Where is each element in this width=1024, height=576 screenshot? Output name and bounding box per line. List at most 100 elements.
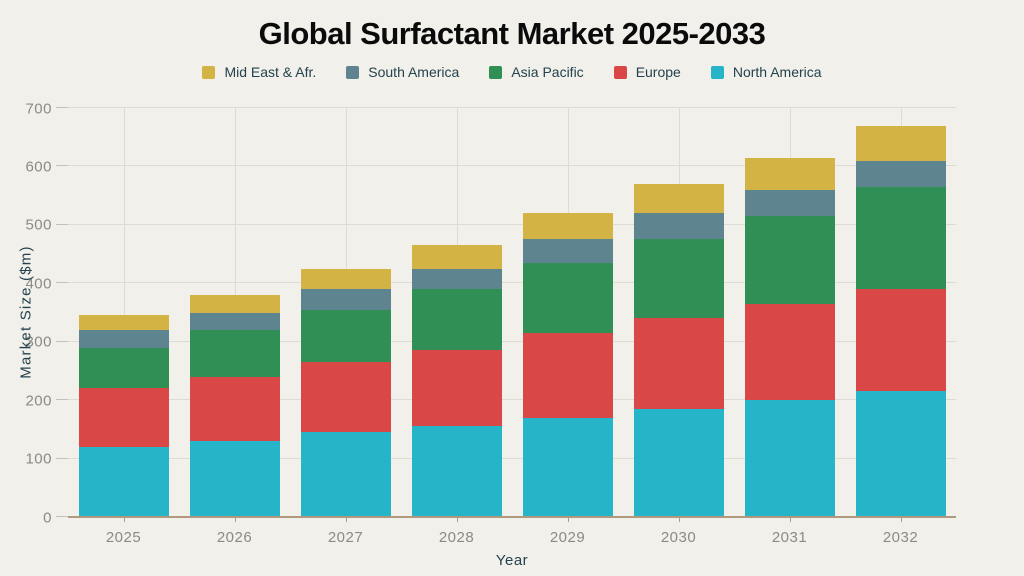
legend-swatch-asia-pacific: [489, 65, 503, 79]
x-tick-label-2032: 2032: [882, 529, 919, 546]
bar-column-2031: [734, 108, 845, 517]
y-tick-label-0: 0: [43, 509, 52, 526]
gridline-h-200: [68, 399, 956, 401]
bar-segment-asia-pacific-2026: [189, 330, 280, 377]
bar-column-2027: [290, 108, 401, 517]
bar-segment-south-america-2032: [855, 160, 946, 187]
x-axis-title: Year: [495, 552, 529, 569]
bar-segment-north-america-2032: [855, 391, 946, 517]
bar-segment-south-america-2027: [300, 289, 391, 310]
bar-column-2028: [401, 108, 512, 517]
bar-segment-asia-pacific-2028: [411, 289, 502, 351]
bar-column-2025: [68, 108, 179, 517]
bar-segment-south-america-2025: [78, 330, 169, 348]
bar-segment-north-america-2030: [633, 408, 724, 517]
bar-column-2026: [179, 108, 290, 517]
bar-segment-south-america-2028: [411, 268, 502, 290]
y-tick-label-200: 200: [25, 392, 52, 410]
bar-segment-mid-east-afr-2029: [522, 213, 613, 240]
bar-segment-mid-east-afr-2032: [855, 125, 946, 161]
x-tick-mark-2027: [345, 517, 347, 522]
legend-item-south-america: South America: [346, 64, 459, 80]
bar-segment-asia-pacific-2027: [300, 309, 391, 363]
y-tick-label-400: 400: [25, 275, 52, 293]
legend-swatch-south-america: [346, 65, 360, 79]
y-tick-label-500: 500: [25, 216, 52, 234]
legend-label-north-america: North America: [732, 64, 822, 80]
bar-segment-europe-2031: [744, 303, 835, 401]
gridline-h-600: [68, 165, 956, 167]
y-tick-mark-600: [56, 165, 68, 167]
x-tick-mark-2026: [234, 517, 236, 522]
bar-segment-south-america-2029: [522, 239, 613, 263]
y-tick-mark-0: [56, 516, 68, 517]
legend-item-asia-pacific: Asia Pacific: [489, 64, 584, 80]
x-tick-mark-2032: [900, 517, 902, 522]
bar-segment-asia-pacific-2031: [744, 216, 835, 304]
y-tick-label-100: 100: [25, 450, 52, 468]
bar-segment-south-america-2026: [189, 312, 280, 331]
legend-swatch-mid-east-afr: [202, 65, 216, 79]
x-tick-label-2028: 2028: [438, 529, 475, 546]
legend-swatch-europe: [613, 65, 627, 79]
x-tick-label-2031: 2031: [771, 529, 808, 546]
gridline-v-2025: [123, 108, 125, 517]
bar-segment-south-america-2031: [744, 189, 835, 217]
bar-segment-north-america-2028: [411, 426, 502, 517]
gridline-h-100: [68, 457, 956, 459]
legend-item-north-america: North America: [710, 64, 822, 80]
legend-label-europe: Europe: [635, 64, 681, 80]
y-tick-mark-400: [56, 282, 68, 284]
bar-segment-europe-2026: [189, 376, 280, 442]
bar-segment-asia-pacific-2030: [633, 239, 724, 319]
y-axis-title: Market Size ($m): [17, 245, 35, 379]
bar-segment-north-america-2027: [300, 432, 391, 517]
bar-segment-asia-pacific-2032: [855, 186, 946, 290]
bar-segment-north-america-2025: [78, 446, 169, 517]
legend-label-mid-east-afr: Mid East & Afr.: [224, 64, 317, 80]
bar-segment-europe-2025: [78, 388, 169, 447]
bar-segment-asia-pacific-2029: [522, 262, 613, 333]
bar-segment-north-america-2026: [189, 441, 280, 517]
bar-segment-europe-2027: [300, 362, 391, 433]
legend-label-south-america: South America: [368, 64, 460, 80]
bar-column-2030: [623, 108, 734, 517]
bar-segment-europe-2032: [855, 289, 946, 392]
gridline-h-700: [68, 107, 956, 108]
legend-label-asia-pacific: Asia Pacific: [511, 64, 584, 80]
x-tick-mark-2029: [567, 517, 569, 522]
y-tick-label-300: 300: [25, 333, 52, 351]
bar-segment-north-america-2029: [522, 417, 613, 517]
x-axis-line: [68, 516, 956, 518]
x-tick-mark-2028: [456, 517, 458, 522]
bar-segment-mid-east-afr-2028: [411, 245, 502, 269]
bar-segment-mid-east-afr-2027: [300, 268, 391, 290]
y-tick-mark-500: [56, 223, 68, 225]
legend-item-europe: Europe: [613, 64, 681, 80]
y-tick-label-700: 700: [25, 100, 52, 117]
bar-column-2029: [512, 108, 623, 517]
x-tick-label-2025: 2025: [105, 529, 142, 546]
gridline-h-500: [68, 223, 956, 225]
gridline-h-300: [68, 340, 956, 342]
legend: Mid East & Afr. South America Asia Pacific…: [0, 64, 1024, 80]
y-tick-label-600: 600: [25, 158, 52, 176]
bar-segment-mid-east-afr-2025: [78, 315, 169, 331]
x-tick-label-2029: 2029: [549, 529, 586, 546]
gridline-h-400: [68, 282, 956, 284]
legend-item-mid-east-afr: Mid East & Afr.: [202, 64, 316, 80]
x-tick-mark-2031: [789, 517, 791, 522]
bar-segment-mid-east-afr-2030: [633, 184, 724, 214]
bar-segment-europe-2029: [522, 332, 613, 418]
plot-area: 0 100 200 300 400 500 600 700 2025 2026 2027 2028 20…: [25, 100, 956, 546]
x-tick-mark-2030: [678, 517, 680, 522]
x-tick-label-2026: 2026: [216, 529, 253, 546]
bar-segment-south-america-2030: [633, 213, 724, 240]
y-tick-mark-700: [56, 107, 68, 108]
bar-column-2032: [845, 108, 956, 517]
bar-segment-mid-east-afr-2026: [189, 295, 280, 313]
bar-segment-north-america-2031: [744, 400, 835, 517]
x-tick-label-2030: 2030: [660, 529, 697, 546]
legend-swatch-north-america: [710, 65, 724, 79]
